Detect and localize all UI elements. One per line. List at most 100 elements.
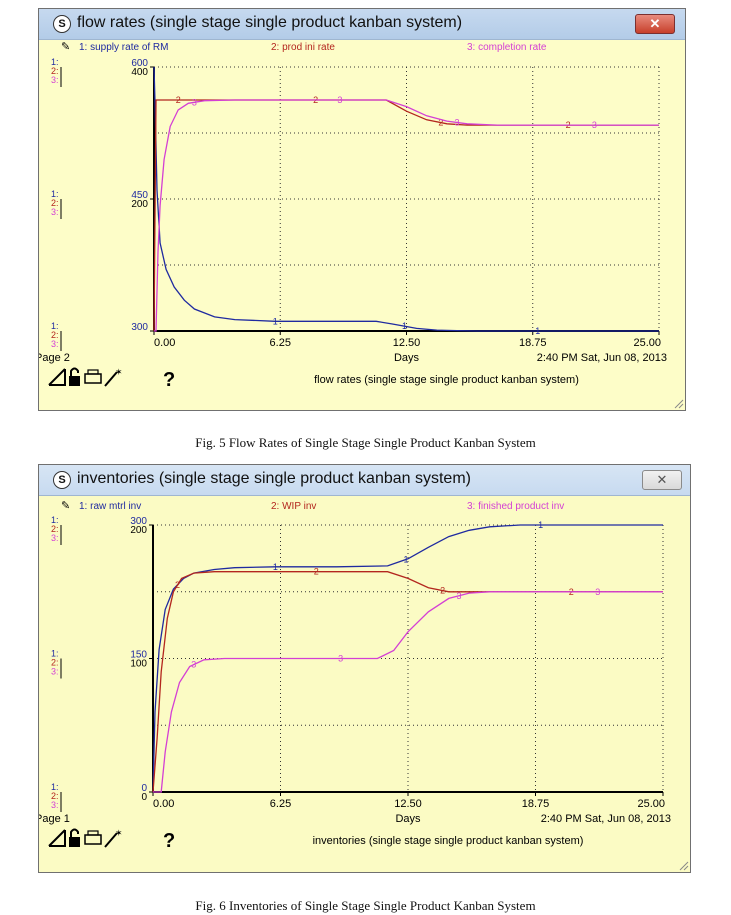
- axis-series-marker: 1:: [51, 782, 59, 792]
- series-marker-2: 2: [438, 118, 443, 128]
- lock-icon[interactable]: [69, 376, 80, 386]
- y-tick-label: 150: [130, 650, 147, 661]
- printer-paper: [87, 830, 99, 836]
- series-marker-3: 3: [592, 120, 597, 130]
- figure-caption: Fig. 5 Flow Rates of Single Stage Single…: [195, 435, 536, 450]
- timestamp: 2:40 PM Sat, Jun 08, 2013: [537, 352, 667, 364]
- lock-shackle: [70, 367, 79, 376]
- flow-rates-window: S flow rates (single stage single produc…: [38, 8, 686, 411]
- title-bar[interactable]: S flow rates (single stage single produc…: [39, 9, 685, 40]
- legend-entry: 2: prod ini rate: [271, 42, 335, 53]
- y-tick-label: 200: [130, 525, 147, 536]
- resize-grip-icon[interactable]: [678, 403, 684, 409]
- x-tick-label: 0.00: [153, 798, 174, 810]
- footer-title: flow rates (single stage single product …: [314, 374, 579, 386]
- axis-series-marker: 3:: [51, 75, 59, 85]
- close-button[interactable]: ✕: [635, 14, 675, 34]
- legend-entry: 3: finished product inv: [467, 501, 564, 512]
- resize-grip-icon[interactable]: [683, 865, 689, 871]
- inventories-window: S inventories (single stage single produ…: [38, 464, 691, 873]
- lock-shackle: [70, 828, 79, 837]
- doc-corner-icon[interactable]: [48, 368, 66, 386]
- x-tick-label: 0.00: [154, 337, 175, 349]
- resize-grip-icon[interactable]: [679, 861, 689, 871]
- legend-entry: 1: raw mtrl inv: [79, 501, 141, 512]
- axis-series-marker: 3:: [51, 667, 59, 677]
- timestamp: 2:40 PM Sat, Jun 08, 2013: [541, 813, 671, 825]
- y-tick-label: 300: [131, 322, 148, 333]
- axis-series-marker: 2:: [51, 524, 59, 534]
- y-tick-label: 600: [131, 58, 148, 69]
- series-line-1: [152, 524, 663, 793]
- axis-series-marker: 3:: [51, 533, 59, 543]
- lock-icon[interactable]: [69, 837, 80, 847]
- x-tick-label: 12.50: [394, 798, 422, 810]
- x-tick-label: 6.25: [270, 337, 291, 349]
- x-tick-label: 12.50: [393, 337, 421, 349]
- series-marker-2: 2: [440, 586, 445, 596]
- printer-icon[interactable]: [84, 373, 102, 384]
- axis-series-marker: 2:: [51, 198, 59, 208]
- series-marker-3: 3: [454, 117, 459, 127]
- window-title: flow rates (single stage single product …: [77, 14, 463, 31]
- help-icon[interactable]: ?: [163, 830, 175, 852]
- window-title: inventories (single stage single product…: [77, 470, 471, 487]
- legend-entry: 2: WIP inv: [271, 501, 316, 512]
- inventories-chart: 0.00 6.25 12.50 18.75 25.00Days3001:2002:3:1…: [39, 500, 689, 871]
- s-icon[interactable]: S: [53, 15, 71, 33]
- axis-series-marker: 1:: [51, 189, 59, 199]
- x-tick-label: 25.00: [633, 337, 661, 349]
- axis-series-marker: 2:: [51, 66, 59, 76]
- series-marker-1: 1: [402, 321, 407, 331]
- series-line-2: [152, 571, 663, 793]
- y-tick-label: 0: [141, 792, 147, 803]
- series-marker-2: 2: [176, 95, 181, 105]
- axis-series-marker: 2:: [51, 658, 59, 668]
- x-axis-label: Days: [394, 352, 420, 364]
- page-label[interactable]: Page 1: [39, 813, 70, 825]
- axis-series-marker: 2:: [51, 791, 59, 801]
- x-tick-label: 6.25: [270, 798, 291, 810]
- axis-series-marker: 1:: [51, 515, 59, 525]
- axis-series-marker: 1:: [51, 649, 59, 659]
- legend-entry: 3: completion rate: [467, 42, 547, 53]
- series-marker-3: 3: [191, 660, 196, 670]
- series-marker-2: 2: [175, 580, 180, 590]
- series-marker-3: 3: [338, 654, 343, 664]
- printer-icon[interactable]: [84, 834, 102, 845]
- printer-paper: [87, 369, 99, 375]
- s-icon[interactable]: S: [53, 471, 71, 489]
- series-marker-3: 3: [456, 591, 461, 601]
- axis-series-marker: 3:: [51, 339, 59, 349]
- x-tick-label: 18.75: [522, 798, 550, 810]
- legend-pin-icon[interactable]: ✎: [61, 500, 70, 512]
- magic-wand-icon[interactable]: [104, 371, 118, 387]
- axis-series-marker: 3:: [51, 207, 59, 217]
- sparkle: ✶: [115, 367, 123, 377]
- close-button[interactable]: ✕: [642, 470, 682, 490]
- title-bar[interactable]: S inventories (single stage single produ…: [39, 465, 690, 496]
- x-axis-label: Days: [395, 813, 421, 825]
- legend-pin-icon[interactable]: ✎: [61, 41, 70, 53]
- series-marker-1: 1: [535, 326, 540, 336]
- footer-title: inventories (single stage single product…: [313, 835, 584, 847]
- help-icon[interactable]: ?: [163, 369, 175, 391]
- figure-caption: Fig. 6 Inventories of Single Stage Singl…: [195, 898, 536, 913]
- series-marker-1: 1: [273, 316, 278, 326]
- page-label[interactable]: Page 2: [39, 352, 70, 364]
- magic-wand-icon[interactable]: [104, 832, 118, 848]
- series-line-1: [153, 66, 659, 332]
- series-marker-2: 2: [314, 567, 319, 577]
- series-marker-3: 3: [595, 587, 600, 597]
- y-tick-label: 100: [130, 659, 147, 670]
- y-tick-label: 300: [130, 516, 147, 527]
- sparkle: ✶: [115, 828, 123, 838]
- x-tick-label: 25.00: [637, 798, 665, 810]
- x-tick-label: 18.75: [519, 337, 547, 349]
- doc-corner-icon[interactable]: [48, 829, 66, 847]
- resize-grip-icon[interactable]: [674, 399, 684, 409]
- series-marker-3: 3: [337, 95, 342, 105]
- series-marker-1: 1: [273, 562, 278, 572]
- y-tick-label: 0: [141, 783, 147, 794]
- legend-entry: 1: supply rate of RM: [79, 42, 168, 53]
